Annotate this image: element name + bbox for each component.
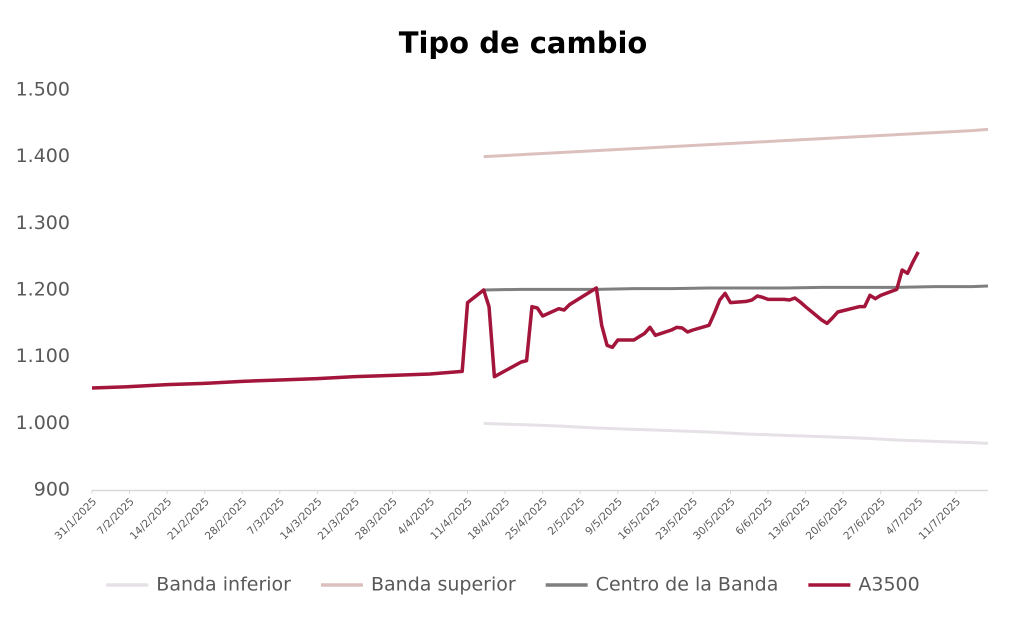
y-tick-label: 900 bbox=[34, 479, 70, 501]
x-tick-label: 2/5/2025 bbox=[546, 496, 588, 538]
y-tick-label: 1.000 bbox=[16, 412, 70, 434]
y-tick-label: 1.400 bbox=[16, 145, 70, 167]
legend: Banda inferior Banda superior Centro de la… bbox=[106, 574, 920, 596]
series-line bbox=[483, 421, 989, 445]
chart-title: Tipo de cambio bbox=[399, 26, 648, 60]
legend-label: Centro de la Banda bbox=[596, 574, 779, 596]
series-line bbox=[483, 284, 989, 292]
legend-label: Banda inferior bbox=[156, 574, 291, 596]
x-tick-label: 31/1/2025 bbox=[53, 496, 100, 543]
y-tick-label: 1.500 bbox=[16, 79, 70, 101]
y-tick-label: 1.100 bbox=[16, 345, 70, 367]
legend-label: Banda superior bbox=[371, 574, 516, 596]
y-tick-label: 1.200 bbox=[16, 279, 70, 301]
series-line bbox=[483, 127, 989, 159]
legend-label: A3500 bbox=[858, 574, 919, 596]
series-line bbox=[91, 251, 920, 390]
y-tick-label: 1.300 bbox=[16, 212, 70, 234]
